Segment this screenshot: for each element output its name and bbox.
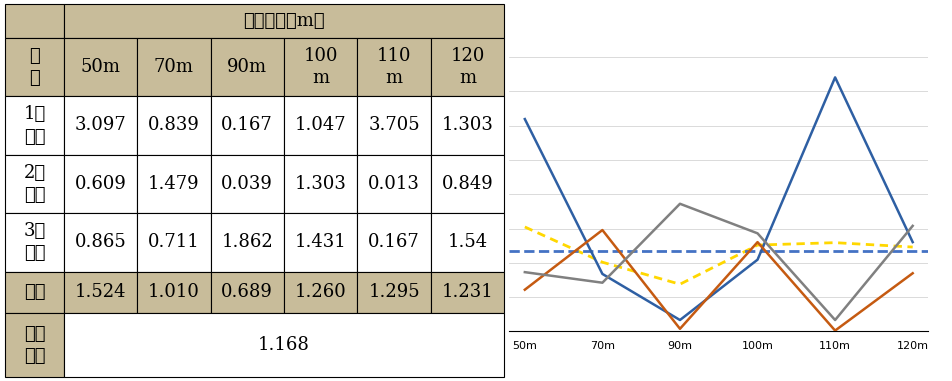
Text: 0.711: 0.711 bbox=[148, 233, 200, 251]
Text: 1.479: 1.479 bbox=[148, 175, 200, 193]
Bar bbox=[431, 272, 505, 313]
Text: 0.013: 0.013 bbox=[368, 175, 420, 193]
Bar bbox=[284, 272, 357, 313]
Text: 50m: 50m bbox=[80, 58, 120, 76]
Bar bbox=[431, 213, 505, 272]
Bar bbox=[64, 155, 137, 213]
Text: 0.609: 0.609 bbox=[74, 175, 127, 193]
Bar bbox=[284, 155, 357, 213]
Text: 70m: 70m bbox=[154, 58, 194, 76]
Bar bbox=[210, 38, 284, 96]
Text: 0.839: 0.839 bbox=[148, 117, 200, 134]
Text: 90m: 90m bbox=[228, 58, 268, 76]
Text: 0.167: 0.167 bbox=[368, 233, 420, 251]
Bar bbox=[5, 155, 64, 213]
Text: 100
m: 100 m bbox=[304, 47, 338, 87]
Text: 1.862: 1.862 bbox=[222, 233, 273, 251]
Text: 1.010: 1.010 bbox=[148, 283, 200, 301]
Bar bbox=[357, 155, 431, 213]
Bar bbox=[64, 4, 505, 38]
Bar bbox=[5, 4, 64, 38]
Bar bbox=[210, 96, 284, 155]
Bar bbox=[64, 213, 137, 272]
Bar bbox=[5, 272, 64, 313]
Bar bbox=[210, 155, 284, 213]
Bar bbox=[64, 313, 505, 377]
Text: 1차
측정: 1차 측정 bbox=[23, 105, 46, 146]
Bar bbox=[137, 38, 210, 96]
Text: 1.303: 1.303 bbox=[442, 117, 493, 134]
Bar bbox=[5, 213, 64, 272]
Text: 1.260: 1.260 bbox=[295, 283, 347, 301]
Text: 거리오차（m）: 거리오차（m） bbox=[243, 12, 325, 30]
Text: 1.295: 1.295 bbox=[368, 283, 420, 301]
Bar bbox=[5, 313, 64, 377]
Text: 0.689: 0.689 bbox=[221, 283, 273, 301]
Bar bbox=[64, 38, 137, 96]
Bar bbox=[357, 38, 431, 96]
Bar bbox=[431, 96, 505, 155]
Bar bbox=[284, 38, 357, 96]
Bar bbox=[64, 272, 137, 313]
Text: 1.54: 1.54 bbox=[447, 233, 487, 251]
Text: 1.303: 1.303 bbox=[295, 175, 347, 193]
Bar bbox=[431, 38, 505, 96]
Text: 1.431: 1.431 bbox=[295, 233, 347, 251]
Bar bbox=[137, 272, 210, 313]
Bar bbox=[357, 213, 431, 272]
Bar bbox=[5, 38, 64, 96]
Text: 120
m: 120 m bbox=[450, 47, 485, 87]
Text: 1.047: 1.047 bbox=[295, 117, 347, 134]
Text: 3.705: 3.705 bbox=[368, 117, 420, 134]
Bar bbox=[137, 213, 210, 272]
Bar bbox=[137, 155, 210, 213]
Text: 평균: 평균 bbox=[24, 283, 45, 301]
Bar bbox=[284, 96, 357, 155]
Text: 2차
측정: 2차 측정 bbox=[23, 164, 46, 204]
Text: 110
m: 110 m bbox=[377, 47, 411, 87]
Text: 1.524: 1.524 bbox=[74, 283, 126, 301]
Text: 1.231: 1.231 bbox=[442, 283, 493, 301]
Text: 1.168: 1.168 bbox=[258, 336, 310, 354]
Bar bbox=[5, 96, 64, 155]
Bar bbox=[210, 272, 284, 313]
Bar bbox=[357, 96, 431, 155]
Bar bbox=[210, 213, 284, 272]
Bar bbox=[357, 272, 431, 313]
Text: 0.039: 0.039 bbox=[221, 175, 273, 193]
Text: 3.097: 3.097 bbox=[74, 117, 127, 134]
Text: 0.849: 0.849 bbox=[442, 175, 493, 193]
Bar bbox=[431, 155, 505, 213]
Text: 0.865: 0.865 bbox=[74, 233, 127, 251]
Bar bbox=[284, 213, 357, 272]
Text: 차
수: 차 수 bbox=[29, 47, 40, 87]
Text: 0.167: 0.167 bbox=[222, 117, 273, 134]
Bar bbox=[137, 96, 210, 155]
Bar bbox=[64, 96, 137, 155]
Text: 3차
측정: 3차 측정 bbox=[23, 222, 46, 263]
Text: 전체
평균: 전체 평균 bbox=[24, 325, 45, 365]
